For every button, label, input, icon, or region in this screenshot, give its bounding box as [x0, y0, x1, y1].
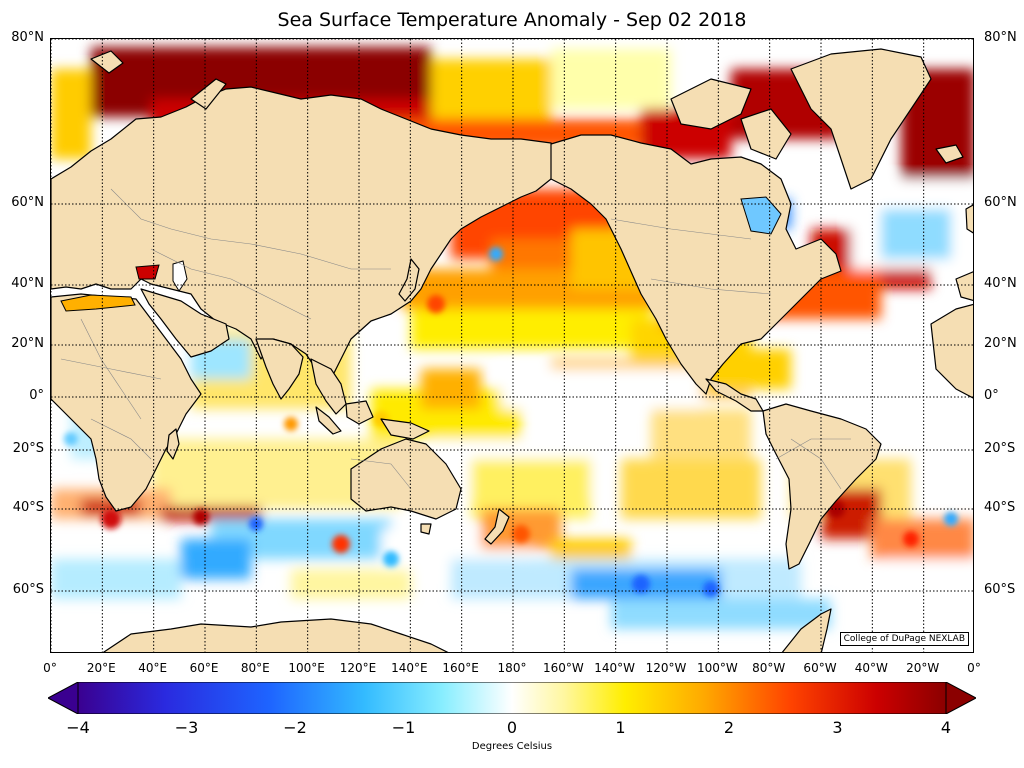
colorbar-high-extension: [945, 682, 976, 714]
lon-label: 40°W: [854, 661, 888, 675]
lon-label: 80°E: [240, 661, 270, 675]
land-iberia-right: [955, 271, 973, 302]
colorbar: [48, 682, 976, 714]
lon-label: 160°E: [442, 661, 479, 675]
mediterranean: [60, 294, 136, 312]
land-baffin: [740, 108, 792, 160]
land-uk: [965, 204, 973, 234]
lon-label: 60°E: [189, 661, 219, 675]
credit-label: College of DuPage NEXLAB: [839, 632, 969, 646]
lat-label-left: 80°N: [11, 30, 44, 45]
lat-label-left: 40°N: [11, 276, 44, 291]
lat-label-right: 80°N: [984, 30, 1017, 45]
lon-label: 120°W: [645, 661, 687, 675]
lon-label: 20°W: [906, 661, 940, 675]
country-borders: [60, 188, 851, 490]
land-new-zealand: [484, 508, 510, 545]
colorbar-tick-label: −4: [66, 718, 90, 737]
lat-label-right: 20°N: [984, 336, 1017, 351]
sst-anomaly-map: College of DuPage NEXLAB: [50, 38, 974, 653]
graticule: [51, 39, 973, 652]
colorbar-tick-label: −3: [174, 718, 199, 737]
lon-label: 140°E: [391, 661, 428, 675]
map-canvas: [51, 39, 973, 652]
land-svalbard: [90, 50, 124, 74]
lon-label: 100°W: [696, 661, 738, 675]
colorbar-low-extension: [48, 682, 79, 714]
black-sea: [135, 264, 160, 280]
land-antarctica: [102, 618, 449, 652]
colorbar-tick-label: 2: [723, 718, 735, 737]
lon-label: 60°W: [803, 661, 837, 675]
colorbar-tick-label: 4: [940, 718, 952, 737]
land-new-guinea: [380, 418, 430, 440]
lon-label: 120°E: [339, 661, 377, 675]
anomaly-specks: [64, 204, 958, 597]
hudson-bay: [740, 196, 782, 235]
lat-label-left: 20°N: [11, 336, 44, 351]
lon-label: 40°E: [138, 661, 168, 675]
land-borneo: [345, 400, 374, 425]
lon-label: 80°W: [752, 661, 786, 675]
land-australia: [350, 438, 462, 520]
land-africa-right: [930, 303, 973, 399]
lat-label-left: 60°N: [11, 195, 44, 210]
lat-label-right: 60°N: [984, 195, 1017, 210]
land-arctic-islands: [670, 78, 752, 130]
colorbar-tick-label: −1: [391, 718, 416, 737]
caspian-sea: [172, 260, 188, 292]
map-title: Sea Surface Temperature Anomaly - Sep 02…: [277, 9, 747, 31]
lon-label: 20°E: [86, 661, 116, 675]
colorbar-tick-label: 0: [506, 718, 518, 737]
land-africa: [51, 293, 202, 512]
lat-label-right: 40°N: [984, 276, 1017, 291]
lat-label-left: 60°S: [12, 582, 44, 597]
lat-label-left: 20°S: [12, 441, 44, 456]
lon-label: 100°E: [288, 661, 325, 675]
colorbar-tick-label: −2: [283, 718, 307, 737]
land-eurasia: [51, 86, 572, 380]
lon-label: 0°: [43, 661, 57, 675]
lat-label-left: 0°: [29, 388, 44, 403]
lon-label: 180°: [497, 661, 527, 675]
inland-water: [60, 196, 782, 312]
land-sumatra: [315, 406, 342, 435]
colorbar-tick-label: 1: [615, 718, 626, 737]
land-tasmania: [420, 523, 432, 535]
lon-label: 140°W: [594, 661, 636, 675]
lat-label-right: 40°S: [984, 500, 1016, 515]
colorbar-gradient: [77, 682, 947, 714]
land-japan: [398, 258, 420, 302]
lat-label-right: 60°S: [984, 582, 1016, 597]
lat-label-right: 20°S: [984, 441, 1016, 456]
lat-label-left: 40°S: [12, 500, 44, 515]
land-novaya-zemlya: [190, 78, 227, 110]
land-greenland: [790, 48, 932, 190]
land-indochina: [310, 358, 347, 415]
land-madagascar: [166, 428, 180, 460]
colorbar-tick-label: 3: [832, 718, 843, 737]
land-india: [255, 338, 304, 400]
lon-label: 0°: [967, 661, 981, 675]
colorbar-label: Degrees Celsius: [471, 741, 553, 752]
land-antarctic-peninsula: [781, 608, 832, 652]
land-iceland: [935, 144, 964, 164]
land-arabia: [140, 288, 230, 358]
lon-label: 160°W: [542, 661, 584, 675]
lat-label-right: 0°: [984, 388, 999, 403]
